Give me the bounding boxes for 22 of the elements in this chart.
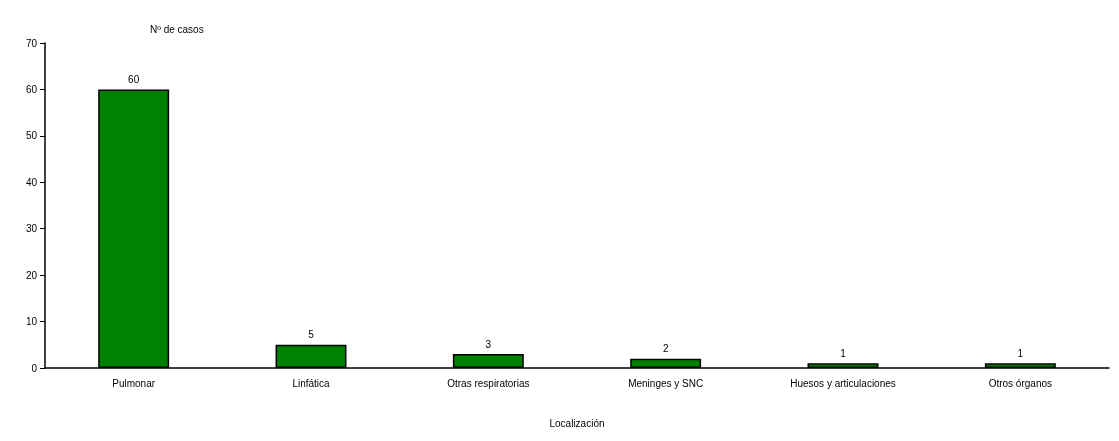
data-label: 1 [840, 347, 847, 359]
data-label: 60 [128, 73, 140, 85]
y-tick-label: 50 [25, 130, 38, 142]
x-tick-label: Linfática [292, 377, 331, 389]
y-tick-label: 10 [25, 316, 38, 328]
data-label: 1 [1017, 347, 1024, 359]
y-tick-label: 0 [31, 362, 38, 374]
x-axis-title: Localización [549, 417, 605, 429]
x-tick-label: Otras respiratorias [447, 377, 530, 389]
data-label: 2 [662, 343, 669, 355]
data-label: 5 [308, 329, 315, 341]
y-axis-title: Nº de casos [150, 23, 204, 35]
data-label: 3 [485, 338, 492, 350]
y-tick-label: 60 [25, 83, 38, 95]
x-tick-label: Huesos y articulaciones [790, 377, 896, 389]
x-tick-label: Meninges y SNC [628, 377, 704, 389]
y-tick-label: 40 [25, 176, 38, 188]
y-tick-label: 20 [25, 269, 38, 281]
x-tick-label: Otros órganos [988, 377, 1053, 389]
x-tick-label: Pulmonar [112, 377, 156, 389]
y-tick-label: 30 [25, 223, 38, 235]
y-tick-label: 70 [25, 37, 38, 49]
